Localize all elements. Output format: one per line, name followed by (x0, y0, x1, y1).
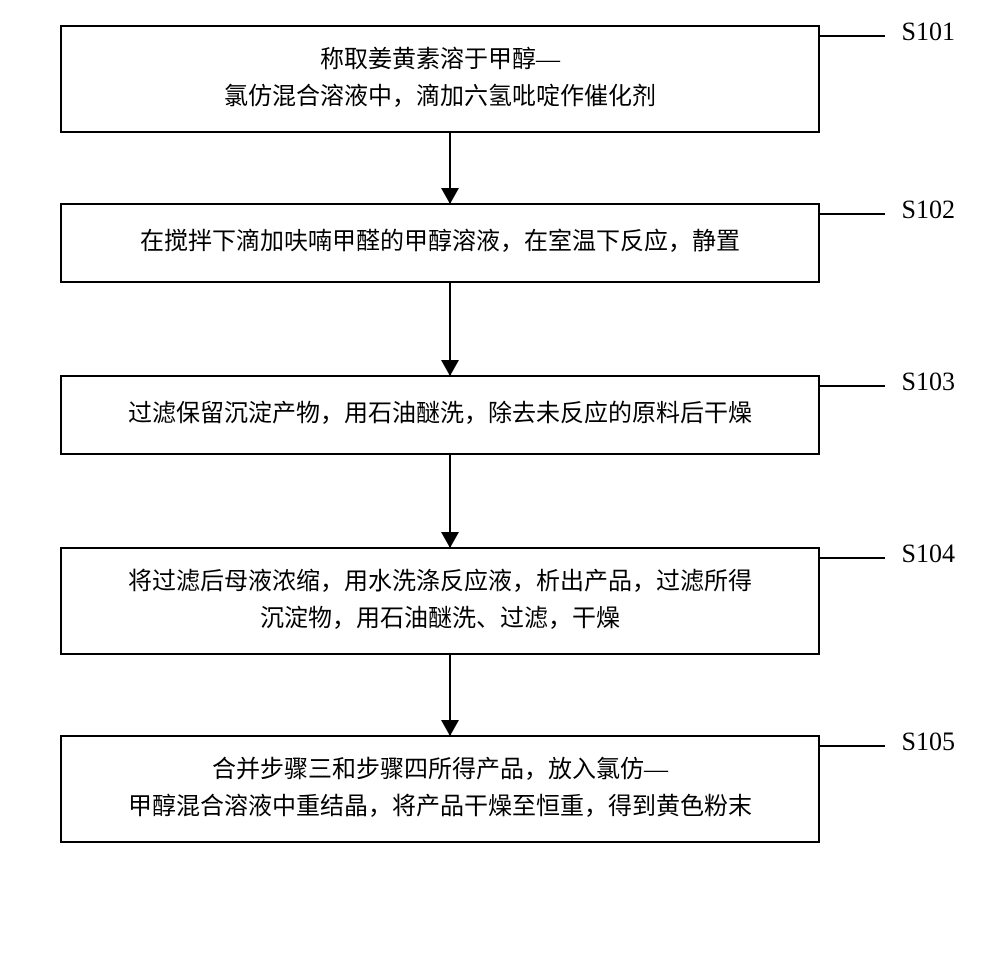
step-row: 在搅拌下滴加呋喃甲醛的甲醇溶液，在室温下反应，静置 S102 (50, 203, 950, 283)
step-row: 合并步骤三和步骤四所得产品，放入氯仿— 甲醇混合溶液中重结晶，将产品干燥至恒重，… (50, 735, 950, 843)
step-label: S104 (902, 539, 955, 569)
step-text-line: 称取姜黄素溶于甲醇— (320, 42, 560, 79)
step-box-s104: 将过滤后母液浓缩，用水洗涤反应液，析出产品，过滤所得 沉淀物，用石油醚洗、过滤，… (60, 547, 820, 655)
step-box-s101: 称取姜黄素溶于甲醇— 氯仿混合溶液中，滴加六氢吡啶作催化剂 (60, 25, 820, 133)
step-box-s102: 在搅拌下滴加呋喃甲醛的甲醇溶液，在室温下反应，静置 (60, 203, 820, 283)
step-text-line: 在搅拌下滴加呋喃甲醛的甲醇溶液，在室温下反应，静置 (140, 224, 740, 261)
step-label: S102 (902, 195, 955, 225)
leader-line (820, 385, 885, 387)
step-label: S101 (902, 17, 955, 47)
leader-line (820, 35, 885, 37)
arrow-down-icon (449, 283, 451, 375)
step-text-line: 沉淀物，用石油醚洗、过滤，干燥 (260, 601, 620, 638)
step-box-s105: 合并步骤三和步骤四所得产品，放入氯仿— 甲醇混合溶液中重结晶，将产品干燥至恒重，… (60, 735, 820, 843)
arrow-wrap (60, 283, 840, 375)
step-text-line: 甲醇混合溶液中重结晶，将产品干燥至恒重，得到黄色粉末 (128, 789, 752, 826)
step-label: S103 (902, 367, 955, 397)
step-row: 称取姜黄素溶于甲醇— 氯仿混合溶液中，滴加六氢吡啶作催化剂 S101 (50, 25, 950, 133)
step-box-s103: 过滤保留沉淀产物，用石油醚洗，除去未反应的原料后干燥 (60, 375, 820, 455)
step-row: 将过滤后母液浓缩，用水洗涤反应液，析出产品，过滤所得 沉淀物，用石油醚洗、过滤，… (50, 547, 950, 655)
arrow-down-icon (449, 133, 451, 203)
arrow-wrap (60, 455, 840, 547)
step-text-line: 合并步骤三和步骤四所得产品，放入氯仿— (212, 752, 668, 789)
step-row: 过滤保留沉淀产物，用石油醚洗，除去未反应的原料后干燥 S103 (50, 375, 950, 455)
flowchart-container: 称取姜黄素溶于甲醇— 氯仿混合溶液中，滴加六氢吡啶作催化剂 S101 在搅拌下滴… (50, 25, 950, 843)
step-text-line: 将过滤后母液浓缩，用水洗涤反应液，析出产品，过滤所得 (128, 564, 752, 601)
leader-line (820, 745, 885, 747)
leader-line (820, 557, 885, 559)
arrow-wrap (60, 133, 840, 203)
arrow-down-icon (449, 655, 451, 735)
arrow-down-icon (449, 455, 451, 547)
arrow-wrap (60, 655, 840, 735)
step-text-line: 氯仿混合溶液中，滴加六氢吡啶作催化剂 (224, 79, 656, 116)
step-text-line: 过滤保留沉淀产物，用石油醚洗，除去未反应的原料后干燥 (128, 396, 752, 433)
leader-line (820, 213, 885, 215)
step-label: S105 (902, 727, 955, 757)
